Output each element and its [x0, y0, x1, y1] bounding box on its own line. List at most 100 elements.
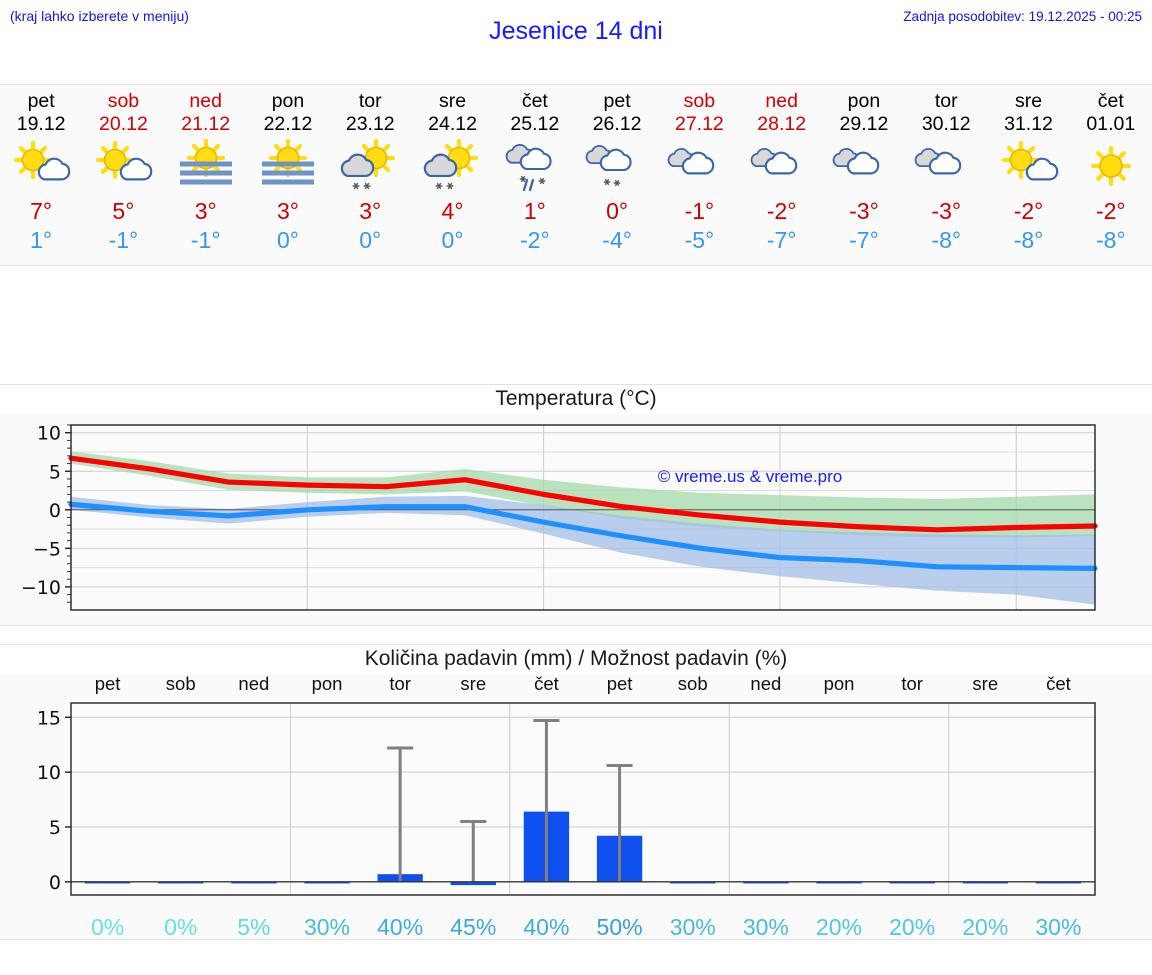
day-temp-max: -3° [849, 198, 879, 224]
day-date: 30.12 [921, 113, 971, 135]
day-temp-min: -7° [849, 227, 879, 253]
sun-icon [1075, 138, 1147, 194]
day-name: ned [765, 90, 798, 112]
day-temp-min: 0° [359, 227, 382, 253]
day-temp-min: -5° [684, 227, 715, 253]
day-column[interactable]: sre 24.12 4° 0° [411, 85, 493, 265]
day-temp-min: 0° [441, 227, 464, 253]
precipitation-probability-label: 30% [670, 914, 716, 940]
precipitation-probability-label: 0% [164, 914, 197, 940]
page-header: (kraj lahko izberete v meniju) Jesenice … [0, 0, 1152, 60]
day-column[interactable]: sob 27.12 -1° -5° [658, 85, 740, 265]
day-temp-max: -2° [1095, 198, 1126, 224]
precipitation-bar [84, 881, 131, 884]
day-temp-max: 0° [606, 198, 629, 224]
day-date: 28.12 [757, 113, 807, 135]
menu-hint: (kraj lahko izberete v meniju) [10, 8, 189, 24]
precipitation-bar [743, 881, 789, 884]
precipitation-probability-label: 40% [523, 914, 569, 940]
day-temp-max: 3° [276, 198, 299, 224]
day-date: 25.12 [510, 113, 560, 135]
precipitation-probability-label: 45% [450, 914, 496, 940]
day-name: pet [27, 90, 55, 112]
precipitation-day-label: ned [238, 673, 269, 694]
precipitation-day-label: sob [166, 673, 196, 694]
day-temp-min: -8° [931, 227, 962, 253]
day-column[interactable]: pon 29.12 -3° -7° [823, 85, 905, 265]
precipitation-day-label: sre [972, 673, 998, 694]
precipitation-probability-label: 40% [377, 914, 423, 940]
day-temp-min: -8° [1013, 227, 1044, 253]
day-column[interactable]: pon 22.12 3° 0° [247, 85, 329, 265]
day-name: sob [683, 90, 716, 112]
day-temp-max: 5° [112, 198, 135, 224]
sun-fog-icon [170, 138, 242, 194]
precipitation-day-label: tor [389, 673, 411, 694]
day-column[interactable]: sre 31.12 -2° -8° [987, 85, 1069, 265]
day-name: tor [358, 90, 382, 112]
y-axis-tick-label: −10 [21, 577, 61, 599]
precipitation-bar [1035, 881, 1082, 884]
y-axis-tick-label: 5 [49, 817, 61, 839]
precipitation-day-label: pet [607, 673, 633, 694]
y-axis-tick-label: 10 [37, 423, 61, 445]
precipitation-day-label: pet [95, 673, 121, 694]
day-temp-max: -2° [766, 198, 797, 224]
precipitation-bar [670, 881, 716, 884]
day-column[interactable]: ned 21.12 3° -1° [165, 85, 247, 265]
day-name: ned [189, 90, 222, 112]
day-column[interactable]: čet 25.12 1° -2° [494, 85, 576, 265]
precipitation-bar [158, 881, 204, 884]
precipitation-probability-label: 5% [237, 914, 270, 940]
sun-fog-icon [252, 138, 324, 194]
day-name: pon [271, 90, 305, 112]
day-column[interactable]: sob 20.12 5° -1° [82, 85, 164, 265]
temperature-series-line [68, 455, 1098, 533]
cloud-sleet-icon [499, 138, 571, 194]
sun-cloud-snow-icon [417, 138, 489, 194]
precipitation-probability-label: 30% [304, 914, 350, 940]
precipitation-day-label: sre [460, 673, 486, 694]
day-name: pon [847, 90, 881, 112]
day-name: čet [521, 90, 548, 112]
day-temp-min: 0° [276, 227, 299, 253]
cloud-icon [910, 138, 982, 194]
precipitation-bar [450, 881, 496, 886]
sun-cloud-icon [5, 138, 77, 194]
day-temp-max: 3° [194, 198, 217, 224]
day-date: 31.12 [1004, 113, 1053, 135]
precipitation-chart: Količina padavin (mm) / Možnost padavin … [0, 644, 1152, 940]
day-date: 20.12 [99, 113, 148, 135]
temperature-range-band [71, 495, 1095, 605]
precipitation-chart-canvas: pet sob ned pon tor sre čet pet sob ned pon tor sre č… [37, 673, 1096, 940]
day-column[interactable]: pet 26.12 0° -4° [576, 85, 658, 265]
precipitation-day-label: čet [1046, 673, 1071, 694]
y-axis-tick-label: −5 [33, 538, 61, 560]
day-temp-min: -7° [766, 227, 797, 253]
day-name: pet [603, 90, 631, 112]
day-date: 24.12 [428, 113, 477, 135]
precipitation-day-label: tor [901, 673, 923, 694]
day-column[interactable]: tor 30.12 -3° -8° [905, 85, 987, 265]
precipitation-day-label: čet [534, 673, 559, 694]
precipitation-day-label: sob [678, 673, 708, 694]
last-updated: Zadnja posodobitev: 19.12.2025 - 00:25 [903, 9, 1142, 24]
day-column[interactable]: čet 01.01 -2° -8° [1070, 85, 1152, 265]
day-temp-min: -2° [520, 227, 550, 253]
sun-cloud-icon [87, 138, 159, 194]
cloud-snow-icon [581, 138, 653, 194]
day-name: tor [934, 90, 958, 112]
sun-cloud-icon [993, 138, 1065, 194]
cloud-icon [746, 138, 818, 194]
day-temp-max: 7° [30, 198, 53, 224]
day-column[interactable]: ned 28.12 -2° -7° [741, 85, 823, 265]
precipitation-probability-label: 20% [889, 914, 935, 940]
day-temp-min: -4° [602, 227, 632, 253]
y-axis-tick-label: 5 [49, 461, 61, 483]
day-temp-max: -2° [1013, 198, 1044, 224]
cloud-icon [828, 138, 900, 194]
day-column[interactable]: pet 19.12 7° 1° [0, 85, 82, 265]
precipitation-day-label: pon [312, 673, 343, 694]
day-column[interactable]: tor 23.12 3° 0° [329, 85, 411, 265]
